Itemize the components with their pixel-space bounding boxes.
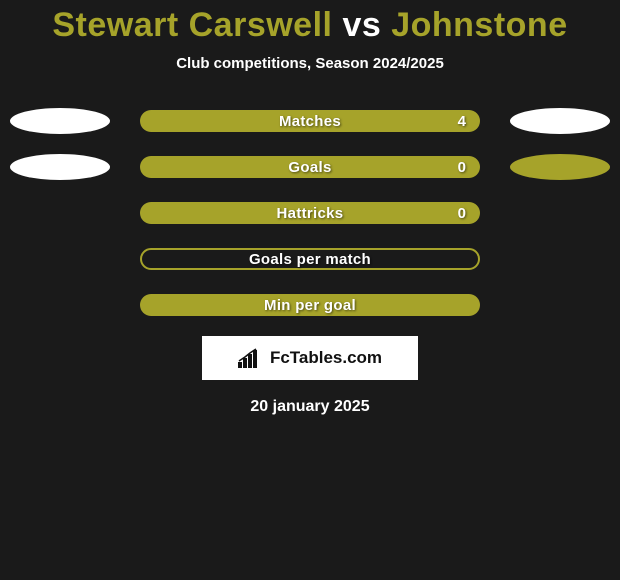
stat-bar: Goals per match xyxy=(140,248,480,270)
stat-label: Matches xyxy=(279,113,341,130)
snapshot-date: 20 january 2025 xyxy=(0,398,620,416)
player1-ellipse xyxy=(10,108,110,134)
player2-ellipse xyxy=(510,108,610,134)
stat-row: Hattricks 0 xyxy=(0,202,620,224)
stat-row: Min per goal xyxy=(0,294,620,316)
player1-name: Stewart Carswell xyxy=(52,6,332,44)
stat-label: Hattricks xyxy=(277,205,344,222)
player2-name: Johnstone xyxy=(391,6,567,44)
stat-label: Min per goal xyxy=(264,297,356,314)
bars-icon xyxy=(238,348,264,368)
player1-ellipse xyxy=(10,154,110,180)
stat-label: Goals per match xyxy=(249,251,371,268)
stat-rows: Matches 4 Goals 0 Hattricks 0 Goals per match M… xyxy=(0,110,620,316)
stat-bar: Matches 4 xyxy=(140,110,480,132)
logo-text: FcTables.com xyxy=(270,348,382,368)
stat-label: Goals xyxy=(288,159,331,176)
comparison-title: Stewart Carswell vs Johnstone xyxy=(0,0,620,45)
stat-value: 4 xyxy=(458,113,466,130)
player2-ellipse xyxy=(510,154,610,180)
stat-bar: Min per goal xyxy=(140,294,480,316)
vs-separator: vs xyxy=(342,6,381,44)
stat-value: 0 xyxy=(458,159,466,176)
stat-row: Goals per match xyxy=(0,248,620,270)
stat-row: Matches 4 xyxy=(0,110,620,132)
season-subtitle: Club competitions, Season 2024/2025 xyxy=(0,55,620,72)
stat-bar: Hattricks 0 xyxy=(140,202,480,224)
stat-value: 0 xyxy=(458,205,466,222)
stat-row: Goals 0 xyxy=(0,156,620,178)
logo-box: FcTables.com xyxy=(202,336,418,380)
stat-bar: Goals 0 xyxy=(140,156,480,178)
